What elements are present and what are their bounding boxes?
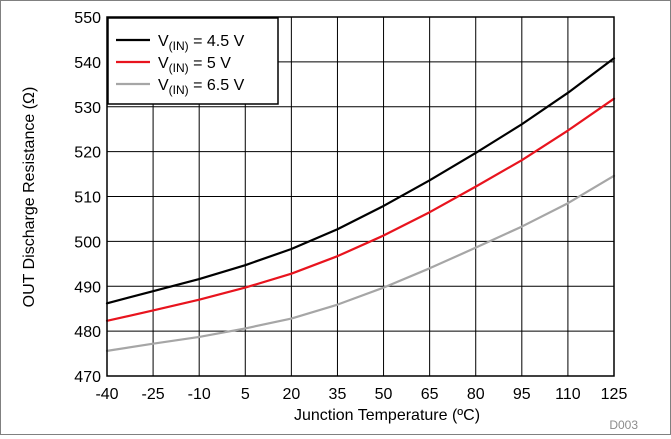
x-tick-label: -25	[142, 386, 165, 403]
x-tick-label: 80	[467, 386, 485, 403]
x-tick-label: 50	[375, 386, 393, 403]
x-tick-label: 125	[601, 386, 628, 403]
y-tick-label: 490	[74, 279, 101, 296]
plot-border	[106, 16, 615, 377]
y-tick-label: 540	[74, 55, 101, 72]
x-axis-label: Junction Temperature (ºC)	[294, 407, 480, 424]
series-line-2	[105, 97, 616, 322]
legend-label-2: V(IN) = 5 V	[158, 55, 231, 75]
y-tick-label: 470	[74, 369, 101, 386]
figure-id: D003	[609, 418, 638, 432]
x-tick-label: 110	[555, 386, 581, 403]
y-tick-label: 510	[74, 190, 101, 207]
y-axis-label: OUT Discharge Resistance (Ω)	[21, 87, 38, 308]
series-line-1	[105, 57, 616, 305]
x-tick-label: 20	[282, 386, 300, 403]
series-line-3	[105, 174, 616, 352]
x-tick-label: -10	[188, 386, 211, 403]
axes: -40 -25 -10 5 20 35 50 65 80 95 110 125470480490500…	[74, 10, 627, 403]
y-tick-label: 520	[74, 145, 101, 162]
y-tick-label: 500	[74, 234, 101, 251]
legend-label-1: V(IN) = 4.5 V	[158, 33, 245, 53]
x-tick-label: 95	[513, 386, 531, 403]
x-tick-label: 5	[241, 386, 250, 403]
series-lines	[105, 57, 616, 352]
legend-label-3: V(IN) = 6.5 V	[158, 77, 245, 97]
y-tick-label: 530	[74, 100, 101, 117]
x-tick-label: 35	[329, 386, 347, 403]
legend: V(IN) = 4.5 VV(IN) = 5 VV(IN) = 6.5 V	[107, 17, 279, 105]
x-tick-label: 65	[421, 386, 439, 403]
y-tick-label: 550	[74, 10, 101, 27]
y-tick-label: 480	[74, 324, 101, 341]
x-tick-label: -40	[95, 386, 118, 403]
